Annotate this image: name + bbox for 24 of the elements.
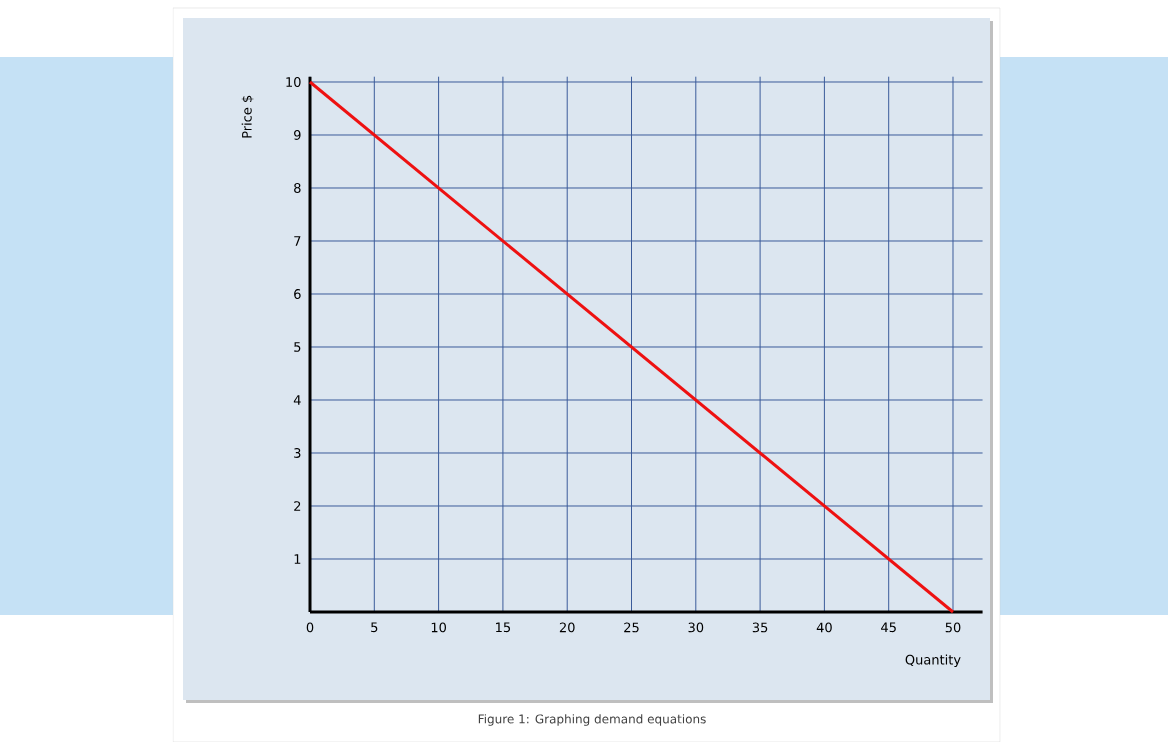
y-tick-label: 4 — [293, 395, 301, 405]
x-tick-label: 30 — [688, 622, 704, 633]
y-tick-label: 1 — [294, 554, 301, 564]
x-tick-label: 10 — [431, 622, 447, 633]
x-tick-label: 40 — [816, 622, 832, 633]
x-tick-label: 20 — [559, 622, 575, 633]
y-tick-label: 9 — [294, 130, 301, 140]
x-tick-label: 15 — [496, 622, 511, 633]
x-tick-label: 25 — [624, 622, 639, 633]
y-tick-label: 10 — [286, 77, 301, 87]
y-tick-label: 7 — [294, 236, 301, 246]
x-tick-label: 35 — [752, 622, 768, 633]
x-tick-label: 5 — [371, 622, 378, 633]
x-tick-label: 0 — [306, 622, 314, 633]
caption: Figure 1: Graphing demand equations — [478, 714, 706, 726]
y-tick-label: 6 — [294, 289, 301, 299]
x-tick-label: 50 — [945, 622, 961, 633]
y-tick-label: 2 — [294, 501, 301, 511]
y-tick-label: 3 — [294, 448, 301, 458]
x-tick-label: 45 — [881, 622, 896, 633]
y-axis-title: Price $ — [241, 95, 254, 138]
x-axis-title: Quantity — [905, 654, 961, 668]
y-tick-label: 8 — [294, 183, 301, 193]
y-tick-label: 5 — [294, 342, 301, 352]
